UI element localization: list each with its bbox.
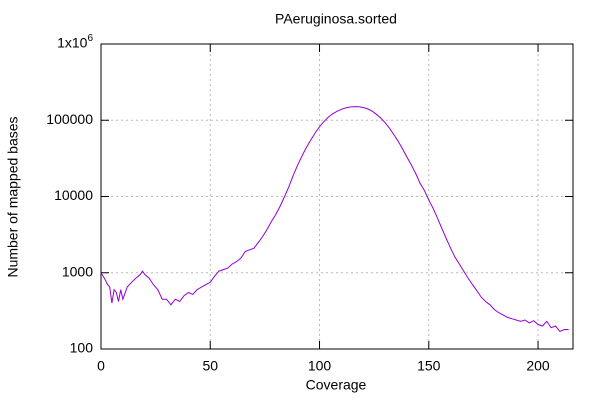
x-tick-label: 50 <box>202 358 218 374</box>
x-tick-label: 100 <box>308 358 332 374</box>
y-tick-label: 10000 <box>54 187 93 203</box>
x-tick-label: 200 <box>526 358 550 374</box>
x-tick-label: 150 <box>417 358 441 374</box>
y-axis-label: Number of mapped bases <box>5 116 21 277</box>
y-tick-label: 1x106 <box>57 33 93 51</box>
y-tick-label: 100000 <box>46 111 93 127</box>
y-tick-label: 100 <box>70 340 94 356</box>
x-tick-label: 0 <box>97 358 105 374</box>
y-tick-label: 1000 <box>62 263 93 279</box>
plot-border <box>100 43 574 350</box>
chart-title: PAeruginosa.sorted <box>275 11 397 27</box>
data-line <box>100 106 569 333</box>
x-axis-label: Coverage <box>306 377 367 393</box>
